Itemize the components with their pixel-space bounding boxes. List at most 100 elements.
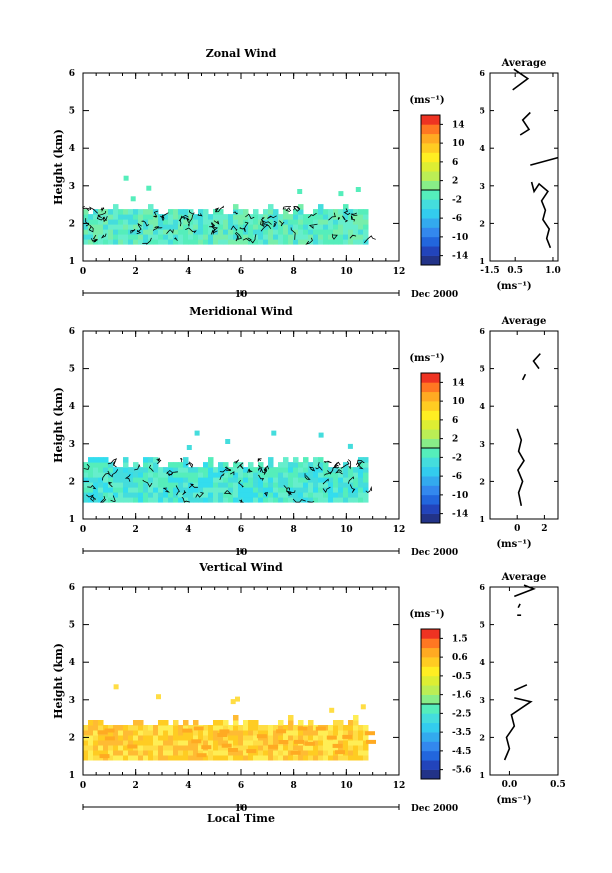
colorbar-segment [421, 143, 440, 153]
heatmap-cell [348, 472, 354, 478]
heatmap-cell [363, 224, 369, 230]
heatmap-cell [243, 477, 249, 483]
heatmap-cell [183, 750, 189, 756]
heatmap-cell [178, 755, 184, 761]
heatmap-cell [353, 214, 359, 220]
heatmap-cell [93, 229, 99, 235]
heatmap-cell [332, 743, 343, 748]
heatmap-cell [108, 462, 114, 468]
heatmap-cell [253, 239, 259, 245]
heatmap-cell [248, 467, 254, 473]
heatmap-cell [183, 214, 189, 220]
heatmap-cell [213, 482, 219, 488]
heatmap-cell [363, 214, 369, 220]
heatmap-cell [258, 497, 264, 503]
heatmap-cell [203, 497, 209, 503]
heatmap-cell [183, 477, 189, 483]
heatmap-cell [313, 467, 319, 473]
heatmap-cell [253, 219, 259, 225]
heatmap-cell [168, 214, 174, 220]
heatmap-cell [273, 214, 279, 220]
heatmap-cell [233, 735, 239, 741]
heatmap-cell [118, 229, 124, 235]
heatmap-cell [123, 725, 129, 731]
heatmap-cell [128, 472, 134, 478]
heatmap-cell [88, 239, 94, 245]
heatmap-cell [308, 214, 314, 220]
heatmap-cell [348, 229, 354, 235]
heatmap-cell [253, 487, 259, 493]
heatmap-cell [203, 224, 209, 230]
heatmap-cell [323, 467, 329, 473]
heatmap-cell [98, 497, 104, 503]
heatmap-cell [347, 443, 353, 449]
heatmap-cell [173, 219, 179, 225]
heatmap-cell [338, 720, 344, 726]
y-tick-label: 1 [69, 257, 75, 267]
heatmap-cell [353, 750, 359, 756]
heatmap-cell [178, 735, 184, 741]
colorbar-tick-label: -5.6 [452, 766, 471, 776]
contour-line [293, 206, 300, 212]
heatmap-cell [318, 477, 324, 483]
heatmap-cell [248, 224, 254, 230]
heatmap-cell [143, 209, 149, 215]
heatmap-cell [123, 745, 129, 751]
contour-line [155, 458, 162, 465]
heatmap-cell [143, 234, 149, 240]
heatmap-cell [113, 224, 119, 230]
contour-line [243, 221, 249, 233]
heatmap-cell [293, 209, 299, 215]
heatmap-cell [133, 755, 139, 761]
heatmap-cell [218, 725, 224, 731]
heatmap-cell [353, 229, 359, 235]
heatmap-cell [153, 725, 159, 731]
contour-line [323, 471, 332, 476]
heatmap-cell [218, 735, 224, 741]
heatmap-cell [99, 754, 110, 759]
heatmap-cell [128, 477, 134, 483]
heatmap-cell [183, 740, 189, 746]
colorbar-tick-label: -2 [452, 195, 462, 205]
contour-line [97, 210, 107, 219]
contour-line [335, 469, 343, 475]
heatmap-cell [128, 735, 134, 741]
heatmap-cell [323, 462, 329, 468]
heatmap-cell [113, 467, 119, 473]
contour-line [258, 465, 263, 471]
heatmap-cell [93, 214, 99, 220]
heatmap-cell [113, 730, 119, 736]
heatmap-cell [183, 219, 189, 225]
heatmap-cell [233, 229, 239, 235]
heatmap-cell [223, 234, 229, 240]
contour-line [215, 205, 225, 213]
heatmap-cell [221, 743, 232, 748]
heatmap-cell [338, 740, 344, 746]
heatmap-cell [323, 750, 329, 756]
heatmap-cell [93, 497, 99, 503]
heatmap-cell [298, 497, 304, 503]
heatmap-cell [273, 209, 279, 215]
heatmap-cell [328, 487, 334, 493]
heatmap-cell [93, 462, 99, 468]
heatmap-cell [123, 487, 129, 493]
heatmap-cell [198, 730, 204, 736]
contour-line [134, 464, 141, 471]
heatmap-cell [278, 720, 284, 726]
heatmap-cell [297, 189, 303, 194]
heatmap-cell [188, 472, 194, 478]
colorbar-segment [421, 133, 440, 144]
heatmap-cell [228, 219, 234, 225]
heatmap-cell [143, 755, 149, 761]
heatmap-cell [103, 482, 109, 488]
heatmap-cell [338, 214, 344, 220]
contour-lines [83, 457, 373, 503]
heatmap-cell [183, 462, 189, 468]
heatmap-cell [193, 750, 199, 756]
heatmap-cell [173, 462, 179, 468]
heatmap-cell [143, 457, 149, 463]
heatmap-cell [328, 745, 334, 751]
heatmap-cell [143, 487, 149, 493]
heatmap-cell [238, 487, 244, 493]
heatmap-cell [273, 740, 279, 746]
